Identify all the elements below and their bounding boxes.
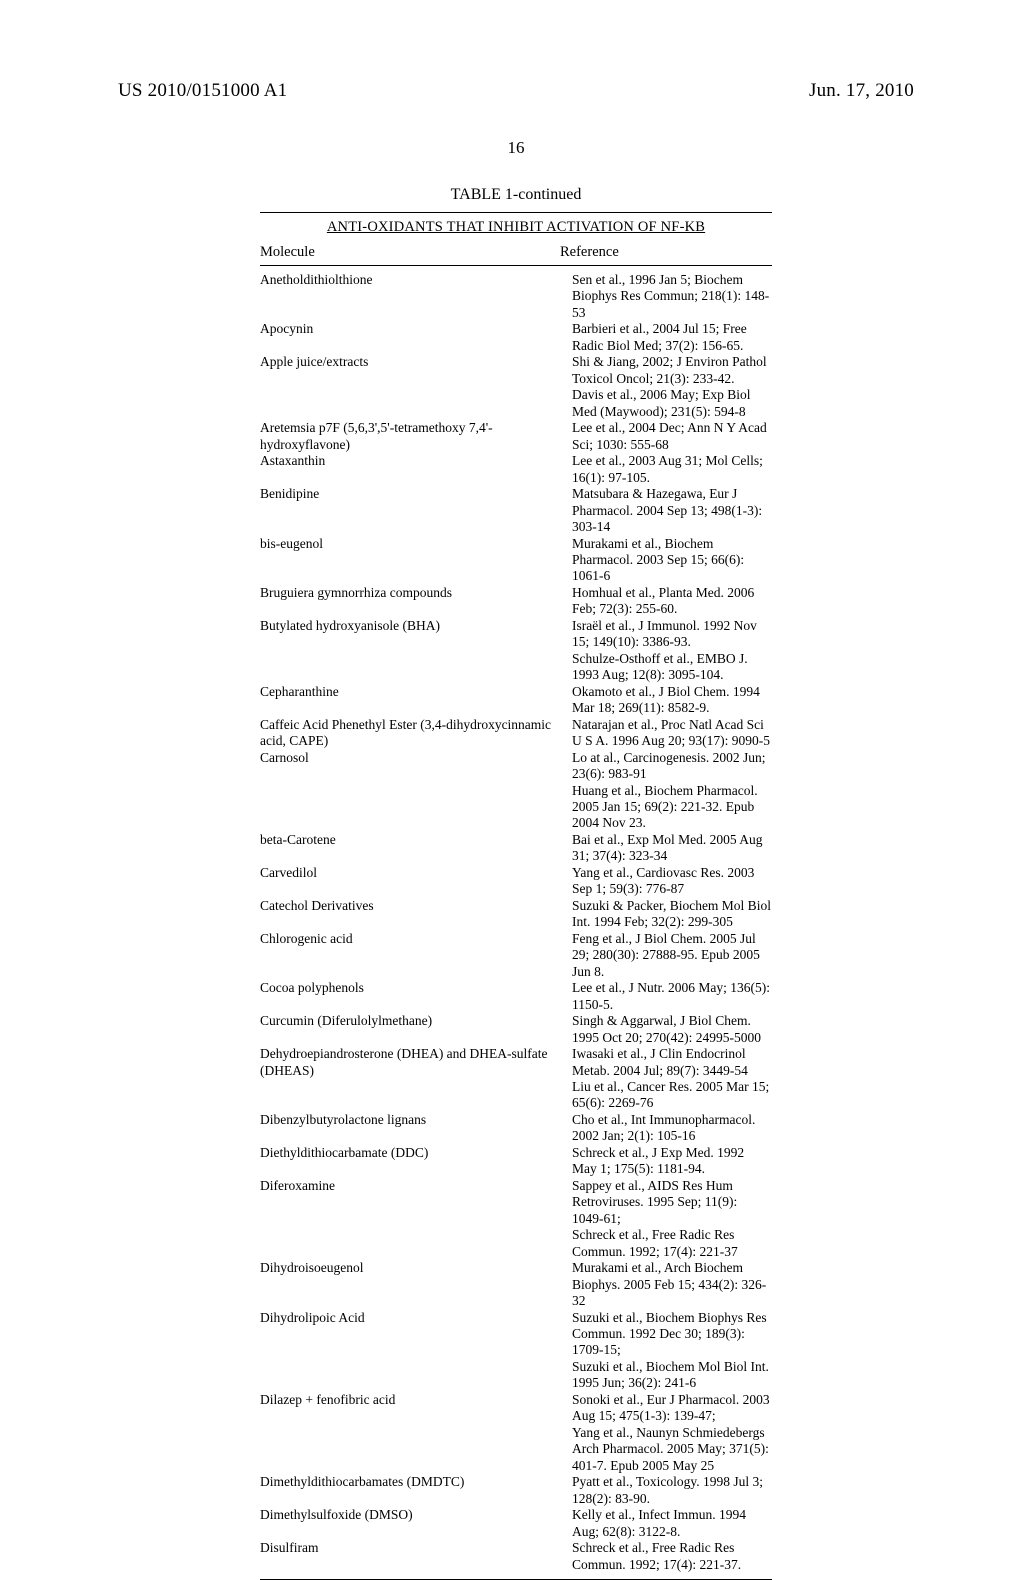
table-column-headers: Molecule Reference bbox=[260, 244, 772, 261]
molecule-cell: Bruguiera gymnorrhiza compounds bbox=[260, 585, 572, 601]
table-row: AstaxanthinLee et al., 2003 Aug 31; Mol … bbox=[260, 453, 772, 486]
molecule-cell: Dehydroepiandrosterone (DHEA) and DHEA-s… bbox=[260, 1046, 572, 1079]
reference-cell: Suzuki et al., Biochem Biophys Res Commu… bbox=[572, 1310, 772, 1392]
table-row: Chlorogenic acidFeng et al., J Biol Chem… bbox=[260, 931, 772, 980]
table-row: Bruguiera gymnorrhiza compoundsHomhual e… bbox=[260, 585, 772, 618]
reference-cell: Natarajan et al., Proc Natl Acad Sci U S… bbox=[572, 717, 772, 750]
reference-cell: Kelly et al., Infect Immun. 1994 Aug; 62… bbox=[572, 1507, 772, 1540]
reference-cell: Bai et al., Exp Mol Med. 2005 Aug 31; 37… bbox=[572, 832, 772, 865]
reference-cell: Lee et al., 2004 Dec; Ann N Y Acad Sci; … bbox=[572, 420, 772, 453]
molecule-cell: Dimethylsulfoxide (DMSO) bbox=[260, 1507, 572, 1523]
molecule-cell: Chlorogenic acid bbox=[260, 931, 572, 947]
reference-cell: Sen et al., 1996 Jan 5; Biochem Biophys … bbox=[572, 272, 772, 321]
table-row: Dimethyldithiocarbamates (DMDTC)Pyatt et… bbox=[260, 1474, 772, 1507]
molecule-cell: Butylated hydroxyanisole (BHA) bbox=[260, 618, 572, 634]
table-row: ApocyninBarbieri et al., 2004 Jul 15; Fr… bbox=[260, 321, 772, 354]
table-body: AnetholdithiolthioneSen et al., 1996 Jan… bbox=[260, 272, 772, 1573]
publication-number: US 2010/0151000 A1 bbox=[118, 80, 287, 102]
molecule-cell: Apple juice/extracts bbox=[260, 354, 572, 370]
table-subtitle: ANTI-OXIDANTS THAT INHIBIT ACTIVATION OF… bbox=[118, 219, 914, 236]
table-row: Diethyldithiocarbamate (DDC)Schreck et a… bbox=[260, 1145, 772, 1178]
molecule-cell: Catechol Derivatives bbox=[260, 898, 572, 914]
publication-date: Jun. 17, 2010 bbox=[809, 80, 914, 102]
table-row: beta-CaroteneBai et al., Exp Mol Med. 20… bbox=[260, 832, 772, 865]
molecule-cell: Dihydroisoeugenol bbox=[260, 1260, 572, 1276]
reference-cell: Schreck et al., J Exp Med. 1992 May 1; 1… bbox=[572, 1145, 772, 1178]
patent-page: US 2010/0151000 A1 Jun. 17, 2010 16 TABL… bbox=[0, 0, 1024, 1320]
molecule-cell: Caffeic Acid Phenethyl Ester (3,4-dihydr… bbox=[260, 717, 572, 750]
molecule-cell: Dilazep + fenofibric acid bbox=[260, 1392, 572, 1408]
reference-cell: Homhual et al., Planta Med. 2006 Feb; 72… bbox=[572, 585, 772, 618]
reference-cell: Pyatt et al., Toxicology. 1998 Jul 3; 12… bbox=[572, 1474, 772, 1507]
table-row: Dilazep + fenofibric acidSonoki et al., … bbox=[260, 1392, 772, 1474]
table-row: Butylated hydroxyanisole (BHA)Israël et … bbox=[260, 618, 772, 684]
table-row: Dihydrolipoic AcidSuzuki et al., Biochem… bbox=[260, 1310, 772, 1392]
molecule-cell: Dibenzylbutyrolactone lignans bbox=[260, 1112, 572, 1128]
table-row: DihydroisoeugenolMurakami et al., Arch B… bbox=[260, 1260, 772, 1309]
molecule-cell: Carvedilol bbox=[260, 865, 572, 881]
reference-cell: Yang et al., Cardiovasc Res. 2003 Sep 1;… bbox=[572, 865, 772, 898]
molecule-cell: Astaxanthin bbox=[260, 453, 572, 469]
reference-cell: Matsubara & Hazegawa, Eur J Pharmacol. 2… bbox=[572, 486, 772, 535]
table-row: BenidipineMatsubara & Hazegawa, Eur J Ph… bbox=[260, 486, 772, 535]
column-header-molecule: Molecule bbox=[260, 244, 560, 261]
table-row: Aretemsia p7F (5,6,3',5'-tetramethoxy 7,… bbox=[260, 420, 772, 453]
reference-cell: Murakami et al., Arch Biochem Biophys. 2… bbox=[572, 1260, 772, 1309]
table-row: CarvedilolYang et al., Cardiovasc Res. 2… bbox=[260, 865, 772, 898]
molecule-cell: Apocynin bbox=[260, 321, 572, 337]
molecule-cell: Dihydrolipoic Acid bbox=[260, 1310, 572, 1326]
table-top-rule bbox=[260, 212, 772, 213]
table-row: CepharanthineOkamoto et al., J Biol Chem… bbox=[260, 684, 772, 717]
table-row: CarnosolLo at al., Carcinogenesis. 2002 … bbox=[260, 750, 772, 832]
table-row: Caffeic Acid Phenethyl Ester (3,4-dihydr… bbox=[260, 717, 772, 750]
molecule-cell: Cocoa polyphenols bbox=[260, 980, 572, 996]
table-row: DisulfiramSchreck et al., Free Radic Res… bbox=[260, 1540, 772, 1573]
molecule-cell: bis-eugenol bbox=[260, 536, 572, 552]
table-row: Catechol DerivativesSuzuki & Packer, Bio… bbox=[260, 898, 772, 931]
table-row: bis-eugenolMurakami et al., Biochem Phar… bbox=[260, 536, 772, 585]
reference-cell: Lee et al., 2003 Aug 31; Mol Cells; 16(1… bbox=[572, 453, 772, 486]
molecule-cell: Benidipine bbox=[260, 486, 572, 502]
molecule-cell: Dimethyldithiocarbamates (DMDTC) bbox=[260, 1474, 572, 1490]
table-header-rule bbox=[260, 265, 772, 266]
table-row: Dimethylsulfoxide (DMSO)Kelly et al., In… bbox=[260, 1507, 772, 1540]
reference-cell: Sappey et al., AIDS Res Hum Retroviruses… bbox=[572, 1178, 772, 1260]
reference-cell: Lo at al., Carcinogenesis. 2002 Jun; 23(… bbox=[572, 750, 772, 832]
molecule-cell: beta-Carotene bbox=[260, 832, 572, 848]
reference-cell: Feng et al., J Biol Chem. 2005 Jul 29; 2… bbox=[572, 931, 772, 980]
molecule-cell: Anetholdithiolthione bbox=[260, 272, 572, 288]
table-row: Apple juice/extractsShi & Jiang, 2002; J… bbox=[260, 354, 772, 420]
reference-cell: Israël et al., J Immunol. 1992 Nov 15; 1… bbox=[572, 618, 772, 684]
reference-cell: Shi & Jiang, 2002; J Environ Pathol Toxi… bbox=[572, 354, 772, 420]
table-row: Cocoa polyphenolsLee et al., J Nutr. 200… bbox=[260, 980, 772, 1013]
reference-cell: Cho et al., Int Immunopharmacol. 2002 Ja… bbox=[572, 1112, 772, 1145]
reference-cell: Schreck et al., Free Radic Res Commun. 1… bbox=[572, 1540, 772, 1573]
page-number: 16 bbox=[118, 138, 914, 158]
molecule-cell: Diferoxamine bbox=[260, 1178, 572, 1194]
reference-cell: Murakami et al., Biochem Pharmacol. 2003… bbox=[572, 536, 772, 585]
molecule-cell: Carnosol bbox=[260, 750, 572, 766]
reference-cell: Sonoki et al., Eur J Pharmacol. 2003 Aug… bbox=[572, 1392, 772, 1474]
table-caption: TABLE 1-continued bbox=[118, 186, 914, 204]
reference-cell: Singh & Aggarwal, J Biol Chem. 1995 Oct … bbox=[572, 1013, 772, 1046]
reference-cell: Suzuki & Packer, Biochem Mol Biol Int. 1… bbox=[572, 898, 772, 931]
table-row: Curcumin (Diferulolylmethane)Singh & Agg… bbox=[260, 1013, 772, 1046]
page-header: US 2010/0151000 A1 Jun. 17, 2010 bbox=[118, 80, 914, 102]
molecule-cell: Curcumin (Diferulolylmethane) bbox=[260, 1013, 572, 1029]
table-row: Dehydroepiandrosterone (DHEA) and DHEA-s… bbox=[260, 1046, 772, 1112]
molecule-cell: Cepharanthine bbox=[260, 684, 572, 700]
table-row: DiferoxamineSappey et al., AIDS Res Hum … bbox=[260, 1178, 772, 1260]
reference-cell: Lee et al., J Nutr. 2006 May; 136(5): 11… bbox=[572, 980, 772, 1013]
molecule-cell: Disulfiram bbox=[260, 1540, 572, 1556]
molecule-cell: Aretemsia p7F (5,6,3',5'-tetramethoxy 7,… bbox=[260, 420, 572, 453]
molecule-cell: Diethyldithiocarbamate (DDC) bbox=[260, 1145, 572, 1161]
reference-cell: Okamoto et al., J Biol Chem. 1994 Mar 18… bbox=[572, 684, 772, 717]
reference-cell: Iwasaki et al., J Clin Endocrinol Metab.… bbox=[572, 1046, 772, 1112]
column-header-reference: Reference bbox=[560, 244, 772, 261]
table-row: AnetholdithiolthioneSen et al., 1996 Jan… bbox=[260, 272, 772, 321]
reference-cell: Barbieri et al., 2004 Jul 15; Free Radic… bbox=[572, 321, 772, 354]
table-row: Dibenzylbutyrolactone lignansCho et al.,… bbox=[260, 1112, 772, 1145]
